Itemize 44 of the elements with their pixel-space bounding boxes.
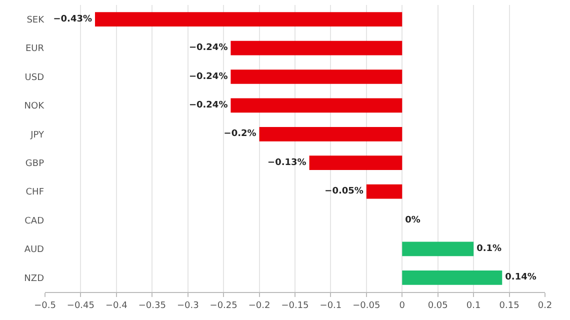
y-tick-label: NOK bbox=[24, 102, 46, 112]
y-tick-label: USD bbox=[24, 72, 44, 83]
data-label: −0.24% bbox=[188, 100, 228, 110]
y-tick-label: NZD bbox=[24, 274, 44, 284]
data-label: −0.05% bbox=[324, 186, 364, 197]
x-tick-label: −0.3 bbox=[176, 300, 199, 311]
data-label: −0.13% bbox=[268, 158, 306, 168]
bar bbox=[230, 70, 402, 84]
bar bbox=[230, 40, 402, 56]
bar bbox=[95, 12, 402, 27]
y-tick-label: EUR bbox=[25, 44, 44, 54]
x-tick-label: −0.5 bbox=[34, 300, 56, 311]
x-tick-label: −0.25 bbox=[210, 300, 238, 311]
data-label: −0.24% bbox=[188, 72, 228, 82]
bar bbox=[259, 126, 402, 142]
x-tick-label: −0.15 bbox=[281, 300, 309, 311]
bar bbox=[309, 156, 402, 170]
data-label: 0% bbox=[405, 215, 420, 226]
x-tick-label: −0.35 bbox=[138, 300, 166, 311]
y-tick-label: CHF bbox=[26, 188, 44, 198]
x-tick-label: −0.45 bbox=[66, 300, 95, 311]
bar bbox=[366, 184, 402, 199]
x-tick-label: 0.2 bbox=[538, 300, 552, 311]
x-tick-label: 0.05 bbox=[428, 300, 448, 311]
data-label: −0.43% bbox=[53, 14, 92, 24]
x-tick-label: −0.1 bbox=[320, 300, 342, 311]
x-tick-label: −0.2 bbox=[248, 300, 270, 311]
data-label: 0.14% bbox=[505, 272, 536, 283]
data-label: −0.24% bbox=[188, 43, 228, 54]
bar bbox=[230, 98, 402, 113]
x-tick-label: 0.1 bbox=[466, 300, 481, 311]
data-label: −0.2% bbox=[224, 129, 256, 140]
y-tick-label: GBP bbox=[25, 159, 45, 169]
y-tick-label: SEK bbox=[26, 16, 46, 26]
y-tick-label: CAD bbox=[24, 216, 44, 226]
bar bbox=[402, 270, 502, 285]
y-tick-label: JPY bbox=[30, 130, 44, 140]
x-tick-label: 0 bbox=[399, 300, 406, 311]
data-label: 0.1% bbox=[476, 244, 502, 254]
bar bbox=[402, 242, 474, 256]
x-tick-label: −0.05 bbox=[352, 300, 380, 311]
x-tick-label: 0.15 bbox=[499, 300, 520, 311]
y-tick-label: AUD bbox=[24, 245, 44, 256]
x-tick-label: −0.4 bbox=[106, 300, 128, 311]
